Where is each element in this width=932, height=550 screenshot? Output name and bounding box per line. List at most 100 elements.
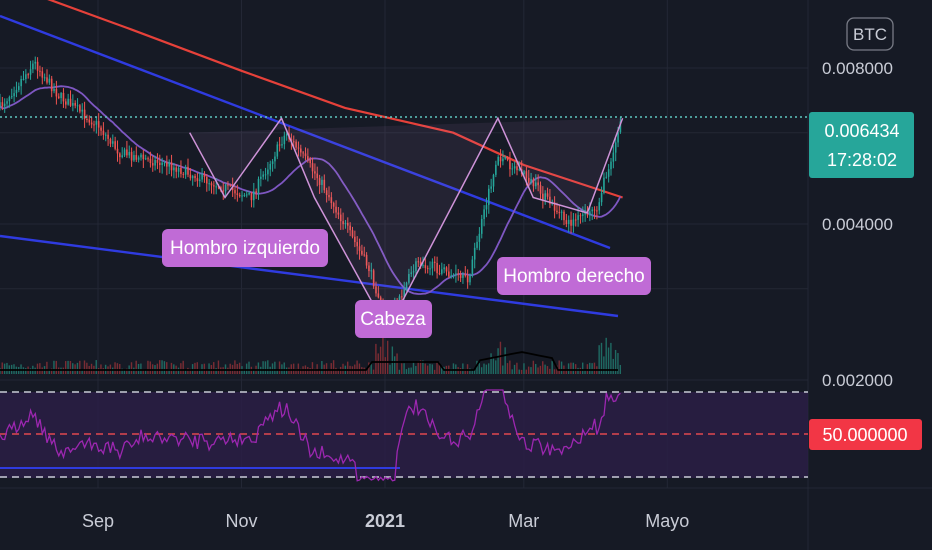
candle-body xyxy=(159,162,161,165)
volume-bar xyxy=(473,368,476,374)
candle-body xyxy=(300,148,302,153)
candle-body xyxy=(60,92,62,99)
candle-body xyxy=(81,109,84,112)
volume-bar xyxy=(203,363,206,374)
candle-body xyxy=(577,215,579,220)
volume-bar xyxy=(532,360,535,374)
volume-bar xyxy=(48,369,50,374)
candle-body xyxy=(619,121,622,133)
candle-body xyxy=(262,174,264,177)
volume-bar xyxy=(116,363,119,374)
volume-bar xyxy=(459,368,462,374)
candle-body xyxy=(67,98,69,105)
candle-body xyxy=(20,79,22,87)
volume-bar xyxy=(81,369,83,374)
candle-body xyxy=(194,175,196,179)
candle-body xyxy=(182,173,185,175)
volume-bar xyxy=(431,364,433,374)
volume-bar xyxy=(384,357,386,374)
candle-body xyxy=(104,134,107,136)
volume-bar xyxy=(206,369,208,374)
candle-body xyxy=(307,156,309,160)
candle-body xyxy=(476,241,478,248)
time-axis[interactable]: Sep Nov 2021 Mar Mayo xyxy=(82,511,689,531)
volume-bar xyxy=(565,369,567,374)
volume-bar xyxy=(215,368,217,374)
volume-bar xyxy=(422,360,424,374)
volume-bar xyxy=(130,362,133,374)
candle-body xyxy=(227,184,229,186)
volume-bar xyxy=(556,365,558,374)
volume-bar xyxy=(187,367,189,374)
candle-body xyxy=(285,133,288,136)
candle-body xyxy=(290,138,293,142)
candle-body xyxy=(95,121,98,125)
volume-bar xyxy=(29,368,32,374)
candle-body xyxy=(593,209,596,211)
candle-body xyxy=(13,93,15,97)
candle-body xyxy=(15,89,18,94)
candle-body xyxy=(433,261,436,263)
volume-bar xyxy=(276,369,278,374)
candle-body xyxy=(530,179,532,183)
candle-body xyxy=(485,205,488,210)
candle-body xyxy=(243,194,246,196)
candle-body xyxy=(448,271,450,277)
candle-body xyxy=(469,274,471,283)
candle-body xyxy=(598,202,601,211)
candle-body xyxy=(370,270,373,272)
volume-bar xyxy=(598,345,600,374)
volume-bar xyxy=(274,361,276,374)
volume-bar xyxy=(485,364,488,374)
volume-bar xyxy=(464,368,466,374)
volume-bar xyxy=(194,362,196,374)
candle-body xyxy=(582,214,584,216)
currency-button[interactable]: BTC xyxy=(846,17,894,51)
candle-body xyxy=(29,69,32,75)
volume-bar xyxy=(159,360,161,374)
candle-body xyxy=(210,183,213,186)
time-tick-label: Nov xyxy=(225,511,257,531)
candle-body xyxy=(544,193,546,200)
volume-bar xyxy=(408,367,410,374)
volume-bar xyxy=(509,360,511,374)
volume-bar xyxy=(201,364,203,374)
candle-body xyxy=(175,167,178,172)
moving-average-200 xyxy=(47,0,623,199)
candle-body xyxy=(76,105,79,107)
rsi-line xyxy=(0,389,621,482)
candle-body xyxy=(403,289,405,297)
volume-bar xyxy=(328,369,330,374)
candle-body xyxy=(537,182,539,186)
candle-body xyxy=(53,88,55,92)
price-axis[interactable]: 0.008000 0.004000 0.002000 xyxy=(822,59,893,390)
volume-bar xyxy=(535,363,537,374)
volume-bar xyxy=(433,369,436,374)
candle-body xyxy=(151,163,154,166)
annotation-head-text: Cabeza xyxy=(360,309,426,330)
candle-body xyxy=(330,197,333,203)
candle-body xyxy=(596,210,598,212)
candle-body xyxy=(36,61,39,71)
volume-bar xyxy=(86,362,88,374)
candle-body xyxy=(22,78,25,80)
volume-bar xyxy=(119,363,121,374)
candle-body xyxy=(97,121,100,128)
annotation-left-shoulder: Hombro izquierdo xyxy=(162,229,328,267)
candle-body xyxy=(135,155,138,160)
volume-bar xyxy=(375,343,377,374)
candle-body xyxy=(6,101,8,104)
volume-bar xyxy=(170,362,173,374)
candle-body xyxy=(74,103,76,106)
volume-bar xyxy=(90,363,93,374)
volume-ma-line xyxy=(0,351,618,371)
candle-body xyxy=(25,74,27,79)
candle-body xyxy=(457,273,460,275)
volume-bar xyxy=(537,367,539,374)
volume-bar xyxy=(95,360,97,374)
volume-bar xyxy=(236,363,238,374)
volume-bar xyxy=(318,369,321,374)
volume-bar xyxy=(330,363,332,374)
candle-body xyxy=(462,274,464,278)
